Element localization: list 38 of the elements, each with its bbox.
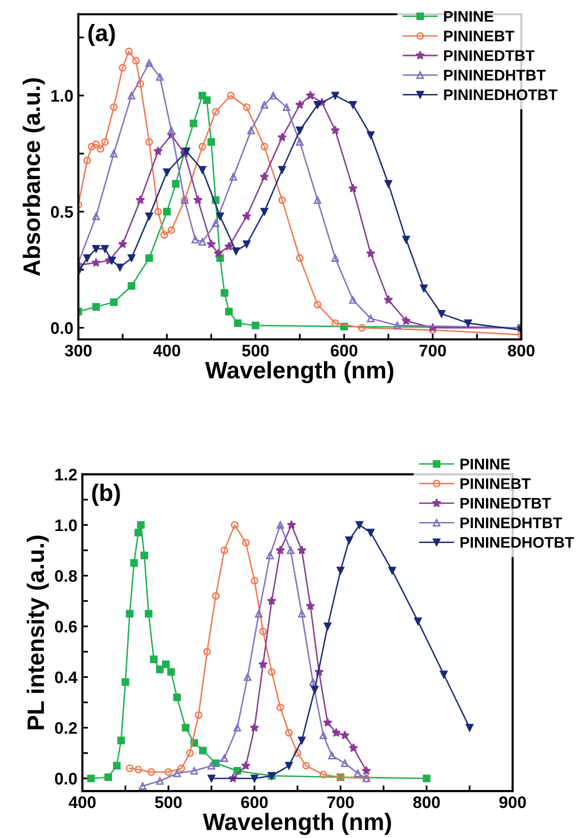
y-tick-label: 0.0 — [55, 772, 77, 785]
x-tick-label: 600 — [330, 344, 358, 356]
x-tick-label: 700 — [327, 796, 354, 808]
y-axis-title: Absorbance (a.u.) — [22, 78, 45, 276]
y-tick-label: 1.0 — [55, 519, 77, 532]
legend-label: PININEDHOTBT — [460, 537, 574, 548]
legend-label: PININEDHOTBT — [444, 89, 558, 100]
y-tick-label: 1.2 — [55, 468, 77, 480]
x-tick-label: 700 — [420, 344, 446, 356]
annotation: (a) — [88, 24, 115, 46]
x-axis-title: Wavelength (nm) — [202, 812, 391, 835]
annotation: (b) — [92, 484, 120, 506]
x-tick-label: 800 — [413, 796, 440, 808]
x-tick-label: 400 — [68, 796, 96, 808]
y-tick-label: 0.4 — [55, 671, 78, 684]
legend-label: PININEBT — [460, 478, 531, 489]
legend-label: PININEDTBT — [444, 50, 535, 61]
y-tick-label: 0.6 — [55, 620, 77, 633]
x-tick-label: 300 — [64, 344, 92, 357]
y-axis-title: PL intensity (a.u.) — [26, 536, 49, 730]
x-tick-label: 900 — [499, 796, 526, 808]
x-tick-label: 800 — [508, 344, 534, 356]
y-tick-label: 1.0 — [51, 90, 73, 102]
x-tick-label: 400 — [153, 344, 180, 356]
x-tick-label: 500 — [155, 796, 182, 808]
y-tick-label: 0.5 — [50, 206, 74, 218]
x-tick-label: 600 — [241, 796, 268, 808]
legend-label: PININEDHTBT — [460, 518, 562, 528]
x-tick-label: 500 — [242, 344, 269, 356]
y-tick-label: 0.8 — [55, 570, 77, 582]
y-tick-label: 0.0 — [50, 322, 73, 334]
legend-label: PININE — [460, 458, 510, 470]
legend-label: PININEDTBT — [460, 498, 552, 508]
y-tick-label: 0.2 — [55, 722, 77, 734]
legend-label: PININEDHTBT — [444, 70, 546, 80]
legend-label: PININEBT — [444, 30, 514, 42]
legend-label: PININE — [444, 11, 494, 22]
x-axis-title: Wavelength (nm) — [205, 361, 394, 384]
